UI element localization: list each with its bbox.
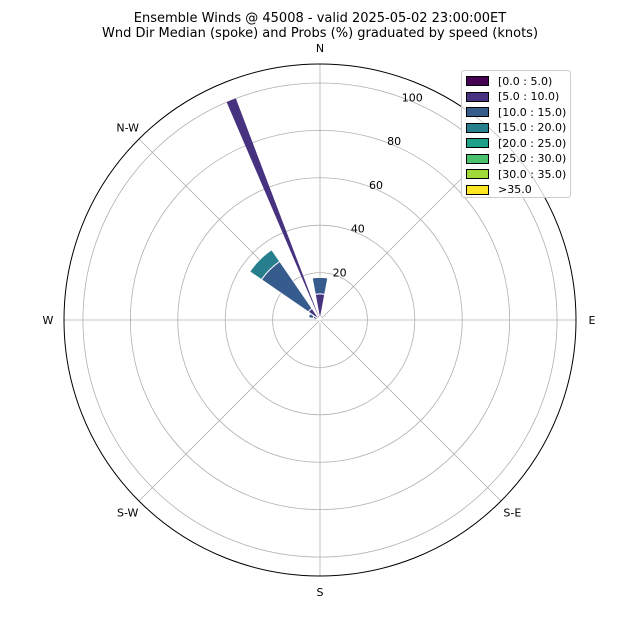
median-spoke-bar	[226, 98, 320, 321]
legend-label: >35.0	[498, 183, 532, 196]
legend-swatch	[466, 138, 489, 148]
direction-label-s: S	[317, 586, 324, 599]
legend-item: [30.0 : 35.0)	[466, 167, 566, 181]
legend-item: [5.0 : 10.0)	[466, 90, 559, 104]
chart-title: Ensemble Winds @ 45008 - valid 2025-05-0…	[133, 11, 507, 26]
legend-swatch	[466, 107, 489, 117]
wind-bars	[248, 248, 329, 323]
polar-frame	[63, 63, 577, 577]
grid-spoke-135	[319, 319, 502, 502]
direction-label-s-w: S-W	[117, 506, 139, 519]
legend-swatch	[466, 122, 489, 133]
legend-label: [10.0 : 15.0)	[498, 105, 567, 119]
legend-item: [0.0 : 5.0)	[466, 74, 552, 88]
legend-label: [30.0 : 35.0)	[498, 167, 567, 181]
legend-label: [20.0 : 25.0)	[498, 136, 567, 150]
bar-dir315-bin3	[248, 248, 281, 281]
legend-item: [25.0 : 30.0)	[466, 152, 566, 166]
chart-subtitle: Wnd Dir Median (spoke) and Probs (%) gra…	[101, 26, 539, 41]
direction-label-s-e: S-E	[503, 506, 521, 519]
legend-item: [20.0 : 25.0)	[466, 136, 566, 150]
legend-item: [15.0 : 20.0)	[466, 121, 566, 135]
direction-label-w: W	[43, 314, 54, 327]
legend-swatch	[466, 169, 489, 179]
bar-dir180-bin0	[318, 319, 322, 323]
legend-swatch	[466, 76, 489, 86]
bar-dir45-bin0	[319, 317, 323, 321]
radial-label-100: 100	[402, 91, 423, 104]
legend-item: [10.0 : 15.0)	[466, 105, 566, 119]
direction-label-n-w: N-W	[116, 122, 139, 135]
direction-label-e: E	[589, 314, 596, 327]
radial-label-80: 80	[387, 135, 401, 148]
legend-label: [25.0 : 30.0)	[498, 152, 567, 165]
radial-label-40: 40	[351, 223, 365, 236]
legend-label: [0.0 : 5.0)	[498, 74, 553, 88]
legend-label: [15.0 : 20.0)	[498, 121, 567, 134]
direction-labels: N N-W W S-W S S-E E	[43, 42, 596, 599]
legend-swatch	[466, 184, 489, 195]
legend: [0.0 : 5.0) [5.0 : 10.0) [10.0 : 15.0) [15.…	[461, 70, 571, 198]
grid-spoke-225	[138, 319, 321, 502]
bar-dir22.5-bin1	[319, 314, 324, 319]
legend-label: [5.0 : 10.0)	[498, 90, 560, 103]
radial-label-20: 20	[333, 267, 347, 280]
radial-labels: 20 40 60 80 100	[333, 91, 423, 279]
legend-swatch	[466, 153, 489, 164]
median-spoke	[226, 98, 320, 321]
radial-label-60: 60	[369, 179, 383, 192]
bar-dir0-bin2	[311, 276, 329, 295]
legend-item: >35.0	[466, 183, 532, 197]
direction-label-n: N	[316, 42, 324, 55]
legend-swatch	[466, 91, 489, 102]
